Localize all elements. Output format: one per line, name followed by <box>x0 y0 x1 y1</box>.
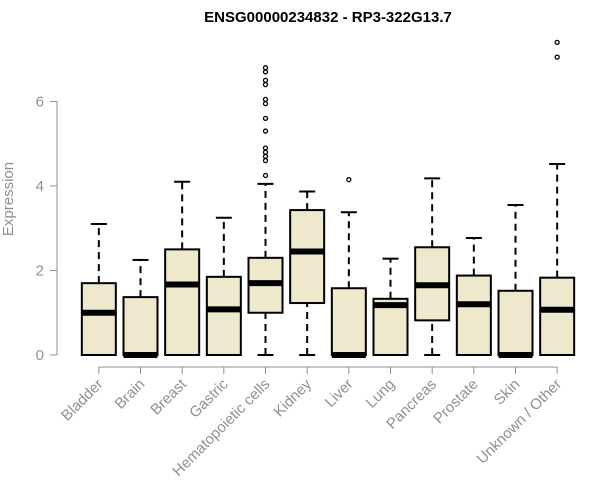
y-tick-label: 6 <box>36 94 44 111</box>
box-unknown-other <box>539 39 576 356</box>
box-rect <box>122 296 159 356</box>
outlier-point <box>262 65 269 71</box>
box-rect <box>497 289 534 356</box>
outlier-point <box>262 128 269 134</box>
x-tick-label: Breast <box>147 375 190 418</box>
box-liver <box>330 177 367 358</box>
x-tick-label: Lung <box>363 376 399 412</box>
y-axis-label: Expression <box>0 162 17 236</box>
outlier-point <box>554 39 560 45</box>
y-axis: 0 2 4 6 <box>36 94 58 364</box>
outlier-point <box>262 77 269 84</box>
outlier-point <box>262 96 269 103</box>
outlier-point <box>262 157 269 164</box>
box-pancreas <box>414 177 451 356</box>
box-kidney <box>289 190 326 356</box>
box-rect <box>205 275 242 356</box>
y-tick-label: 4 <box>36 178 44 195</box>
box-prostate <box>455 236 492 357</box>
box-rect <box>539 276 576 356</box>
outlier-point <box>262 153 269 160</box>
outlier-point <box>262 149 269 155</box>
box-gastric <box>205 216 242 356</box>
box-rect <box>164 248 201 356</box>
box-hematopoietic-cells <box>247 65 284 356</box>
outlier-point <box>262 69 269 75</box>
box-rect <box>289 209 326 305</box>
box-skin <box>497 204 534 358</box>
box-breast <box>164 180 201 356</box>
outlier-point <box>262 115 269 122</box>
x-tick-label: Kidney <box>271 375 316 420</box>
outlier-point <box>346 177 352 183</box>
x-tick-label: Liver <box>322 376 357 411</box>
chart-title: ENSG00000234832 - RP3-322G13.7 <box>204 9 452 26</box>
box-brain <box>122 258 159 358</box>
box-bladder <box>80 223 117 356</box>
x-tick-label: Skin <box>491 376 524 409</box>
box-rect <box>455 274 492 357</box>
x-tick-label: Prostate <box>430 376 482 428</box>
outlier-point <box>262 81 269 88</box>
boxes <box>80 39 576 358</box>
x-tick-label: Brain <box>112 376 149 413</box>
box-lung <box>372 257 409 356</box>
outlier-point <box>262 145 269 151</box>
x-tick-label: Bladder <box>58 376 107 425</box>
y-tick-label: 0 <box>36 347 44 364</box>
box-rect <box>80 282 117 356</box>
box-rect <box>372 297 409 356</box>
outlier-point <box>262 172 269 179</box>
outlier-point <box>554 54 560 60</box>
y-tick-label: 2 <box>36 263 44 280</box>
box-rect <box>330 287 367 356</box>
outlier-point <box>262 100 269 107</box>
